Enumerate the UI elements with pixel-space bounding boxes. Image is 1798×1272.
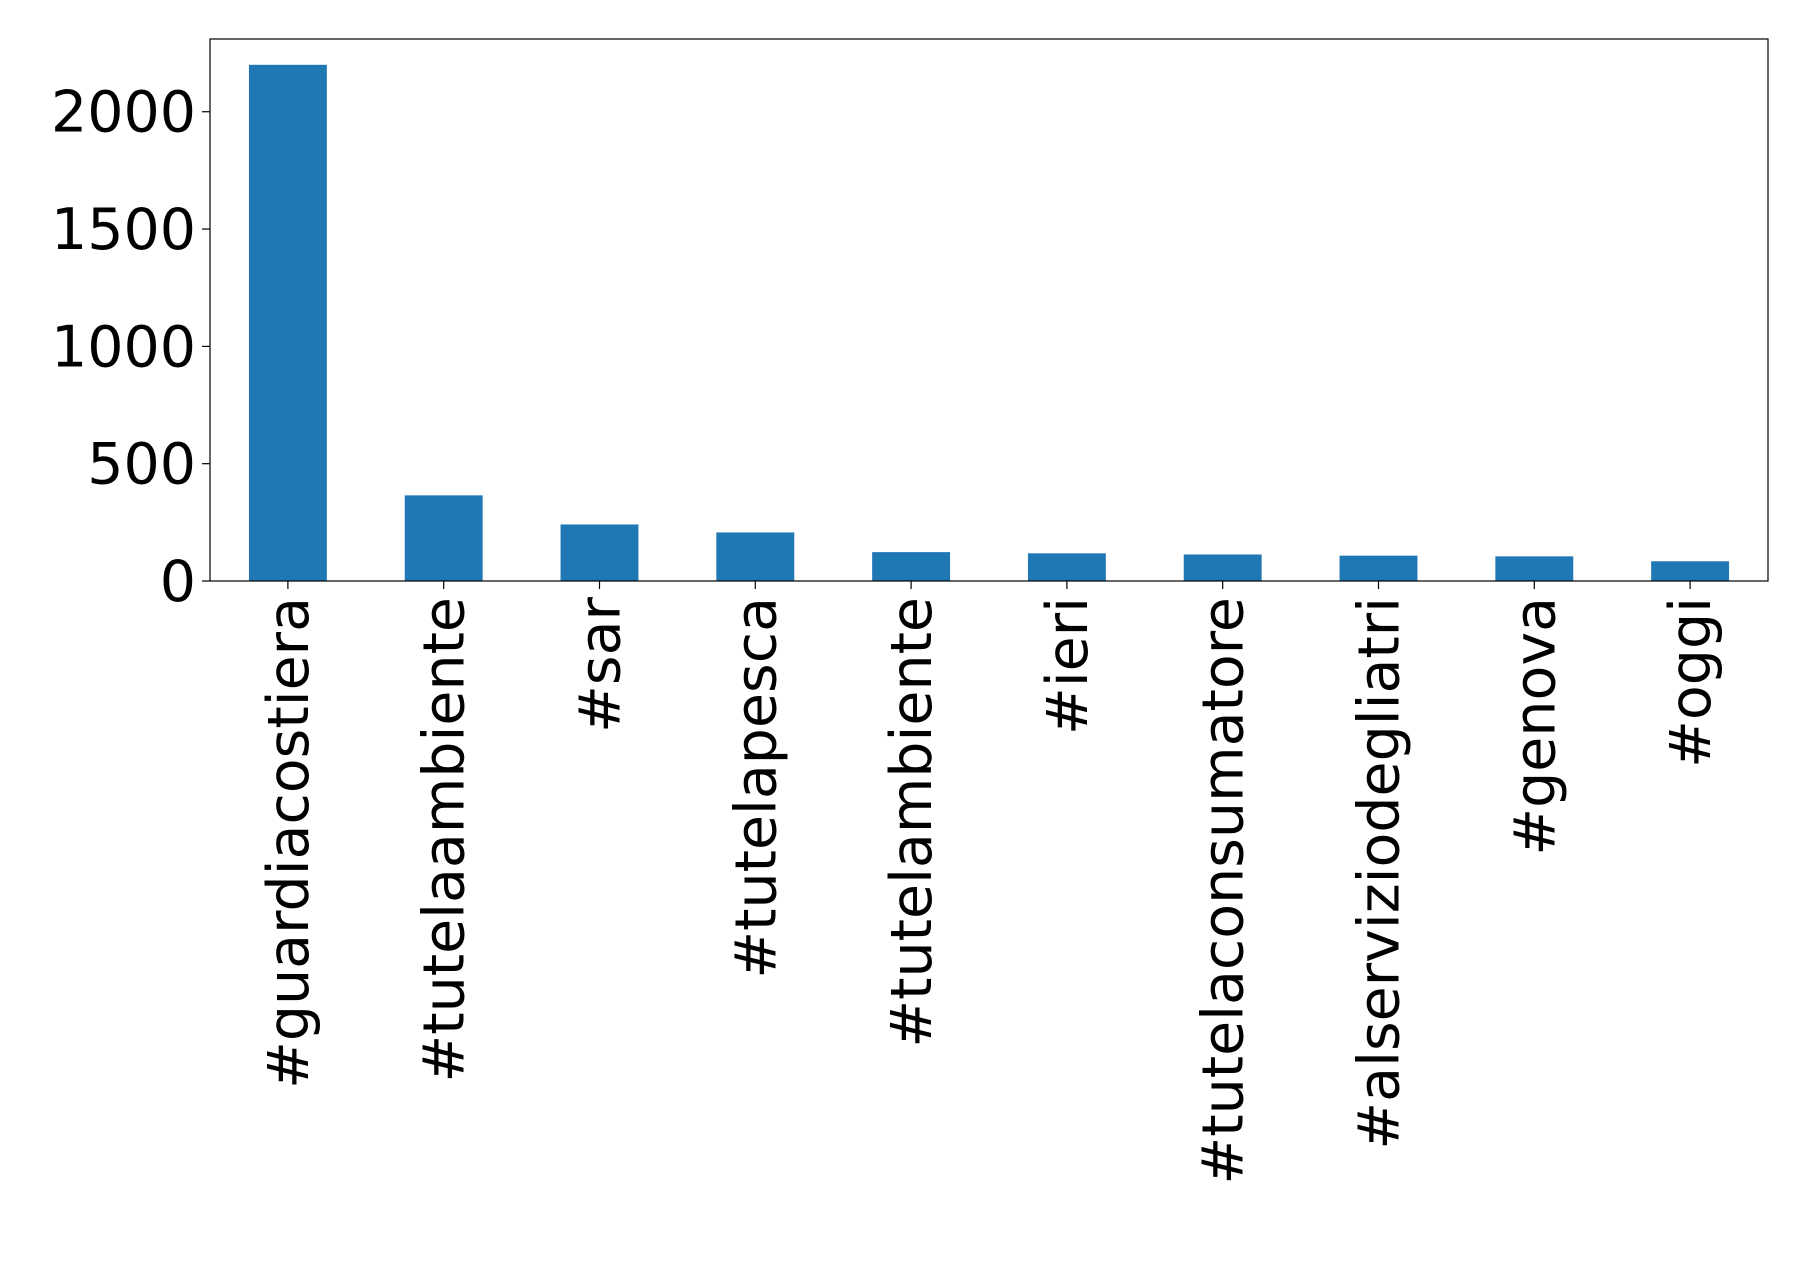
bar: [1183, 554, 1262, 581]
plot-frame: [209, 38, 1769, 582]
x-tick-label: #tutelaconsumatore: [1191, 597, 1257, 1185]
x-tick-label: #guardiacostiera: [256, 597, 322, 1089]
bar: [560, 524, 639, 581]
y-tick-label: 0: [160, 549, 196, 615]
x-tick-label: #oggi: [1658, 597, 1724, 768]
bar: [248, 64, 327, 582]
y-tick-label: 500: [87, 432, 196, 498]
x-tick-label: #tutelambiente: [879, 597, 945, 1048]
y-tick-label: 1500: [51, 197, 196, 263]
x-tick-label: #ieri: [1035, 597, 1101, 735]
bar: [1651, 561, 1730, 581]
x-tick-label: #alserviziodegliatri: [1347, 597, 1413, 1150]
bar: [1027, 553, 1106, 581]
x-tick-label: #sar: [568, 596, 634, 732]
y-tick-label: 2000: [51, 80, 196, 146]
x-tick-label: #genova: [1502, 597, 1568, 856]
bar: [1495, 556, 1574, 581]
bar: [872, 552, 951, 581]
bar: [716, 532, 795, 581]
y-tick-label: 1000: [51, 314, 196, 380]
bar: [1339, 555, 1418, 581]
bar: [404, 495, 483, 581]
x-tick-label: #tutelapesca: [723, 597, 789, 979]
x-tick-label: #tutelaambiente: [412, 597, 478, 1083]
